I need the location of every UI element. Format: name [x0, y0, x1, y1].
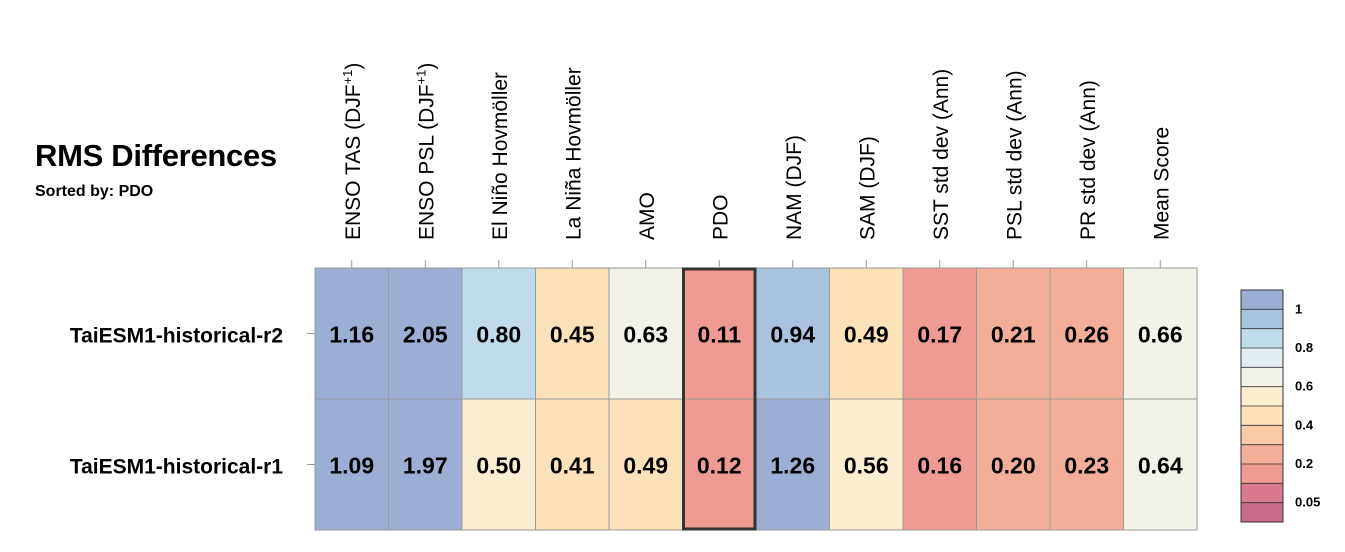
- column-label: SST std dev (Ann): [930, 69, 953, 240]
- cell-value-label: 1.09: [329, 453, 374, 479]
- cell-value-label: 0.17: [917, 322, 962, 348]
- heatmap-cell: [1049, 398, 1124, 531]
- colorbar-segment: [1241, 464, 1283, 484]
- cell-value-label: 1.97: [403, 453, 448, 479]
- cell-value-label: 0.94: [770, 322, 815, 348]
- cell-value-label: 0.66: [1138, 322, 1183, 348]
- colorbar-segment: [1241, 309, 1283, 329]
- cell-value-label: 0.80: [476, 322, 521, 348]
- cell-value-label: 0.21: [991, 322, 1036, 348]
- colorbar-frame: [1240, 289, 1284, 523]
- highlighted-column-border: [682, 267, 757, 531]
- cell-value-label: 0.49: [623, 453, 668, 479]
- column-label: ENSO TAS (DJF+1): [340, 63, 365, 240]
- heatmap-cell: [682, 398, 757, 531]
- heatmap-cell: [388, 398, 463, 531]
- heatmap-cell: [1049, 267, 1124, 400]
- colorbar-tick-label: 0.6: [1295, 379, 1313, 394]
- cell-value-label: 0.23: [1064, 453, 1109, 479]
- heatmap-cell: [755, 398, 830, 531]
- cell-value-label: 0.26: [1064, 322, 1109, 348]
- column-label: Mean Score: [1150, 127, 1173, 240]
- cell-value-label: 1.26: [770, 453, 815, 479]
- colorbar-tick-label: 0.05: [1295, 495, 1320, 510]
- colorbar-segment: [1241, 483, 1283, 503]
- colorbar-tick-label: 0.2: [1295, 456, 1313, 471]
- column-label: La Niña Hovmöller: [562, 67, 585, 240]
- column-label: AMO: [636, 192, 659, 240]
- column-label: SAM (DJF): [856, 136, 879, 240]
- colorbar-segment: [1241, 348, 1283, 368]
- heatmap-cell: [535, 398, 610, 531]
- heatmap-cell: [829, 398, 904, 531]
- heatmap-cell: [314, 267, 389, 400]
- cell-value-label: 0.12: [697, 453, 742, 479]
- column-label: ENSO PSL (DJF+1): [413, 63, 438, 240]
- heatmap-cell: [608, 398, 683, 531]
- cell-value-label: 0.50: [476, 453, 521, 479]
- colorbar-tick-label: 0.4: [1295, 417, 1314, 432]
- heatmap-cell: [976, 267, 1051, 400]
- cell-value-label: 0.56: [844, 453, 889, 479]
- heatmap-cell: [976, 398, 1051, 531]
- colorbar-segment: [1241, 386, 1283, 406]
- colorbar-segment: [1241, 367, 1283, 387]
- cell-value-label: 0.45: [550, 322, 595, 348]
- cell-value-label: 1.16: [329, 322, 374, 348]
- colorbar-segment: [1241, 290, 1283, 310]
- cell-value-label: 0.16: [917, 453, 962, 479]
- column-label: El Niño Hovmöller: [489, 72, 512, 240]
- colorbar-segment: [1241, 406, 1283, 426]
- cell-value-label: 0.63: [623, 322, 668, 348]
- heatmap-cell: [1123, 398, 1198, 531]
- colorbar-segment: [1241, 425, 1283, 445]
- chart-title: RMS Differences: [35, 138, 277, 173]
- colorbar-segment: [1241, 444, 1283, 464]
- column-label: PDO: [709, 194, 732, 240]
- column-label: NAM (DJF): [783, 135, 806, 240]
- cell-value-label: 0.20: [991, 453, 1036, 479]
- column-label: PSL std dev (Ann): [1003, 70, 1026, 240]
- cell-value-label: 2.05: [403, 322, 448, 348]
- cell-value-label: 0.49: [844, 322, 889, 348]
- chart-subtitle: Sorted by: PDO: [35, 183, 154, 200]
- column-label: PR std dev (Ann): [1077, 80, 1100, 240]
- heatmap-cell: [902, 267, 977, 400]
- colorbar-tick-label: 0.8: [1295, 340, 1313, 355]
- row-label: TaiESM1-historical-r2: [70, 325, 283, 348]
- colorbar-segment: [1241, 502, 1283, 522]
- colorbar-tick-label: 1: [1295, 301, 1302, 316]
- heatmap-cell: [461, 398, 536, 531]
- heatmap-cell: [755, 267, 830, 400]
- colorbar-segment: [1241, 328, 1283, 348]
- cell-value-label: 0.64: [1138, 453, 1183, 479]
- row-label: TaiESM1-historical-r1: [70, 456, 283, 479]
- cell-value-label: 0.11: [698, 322, 742, 348]
- cell-value-label: 0.41: [550, 453, 595, 479]
